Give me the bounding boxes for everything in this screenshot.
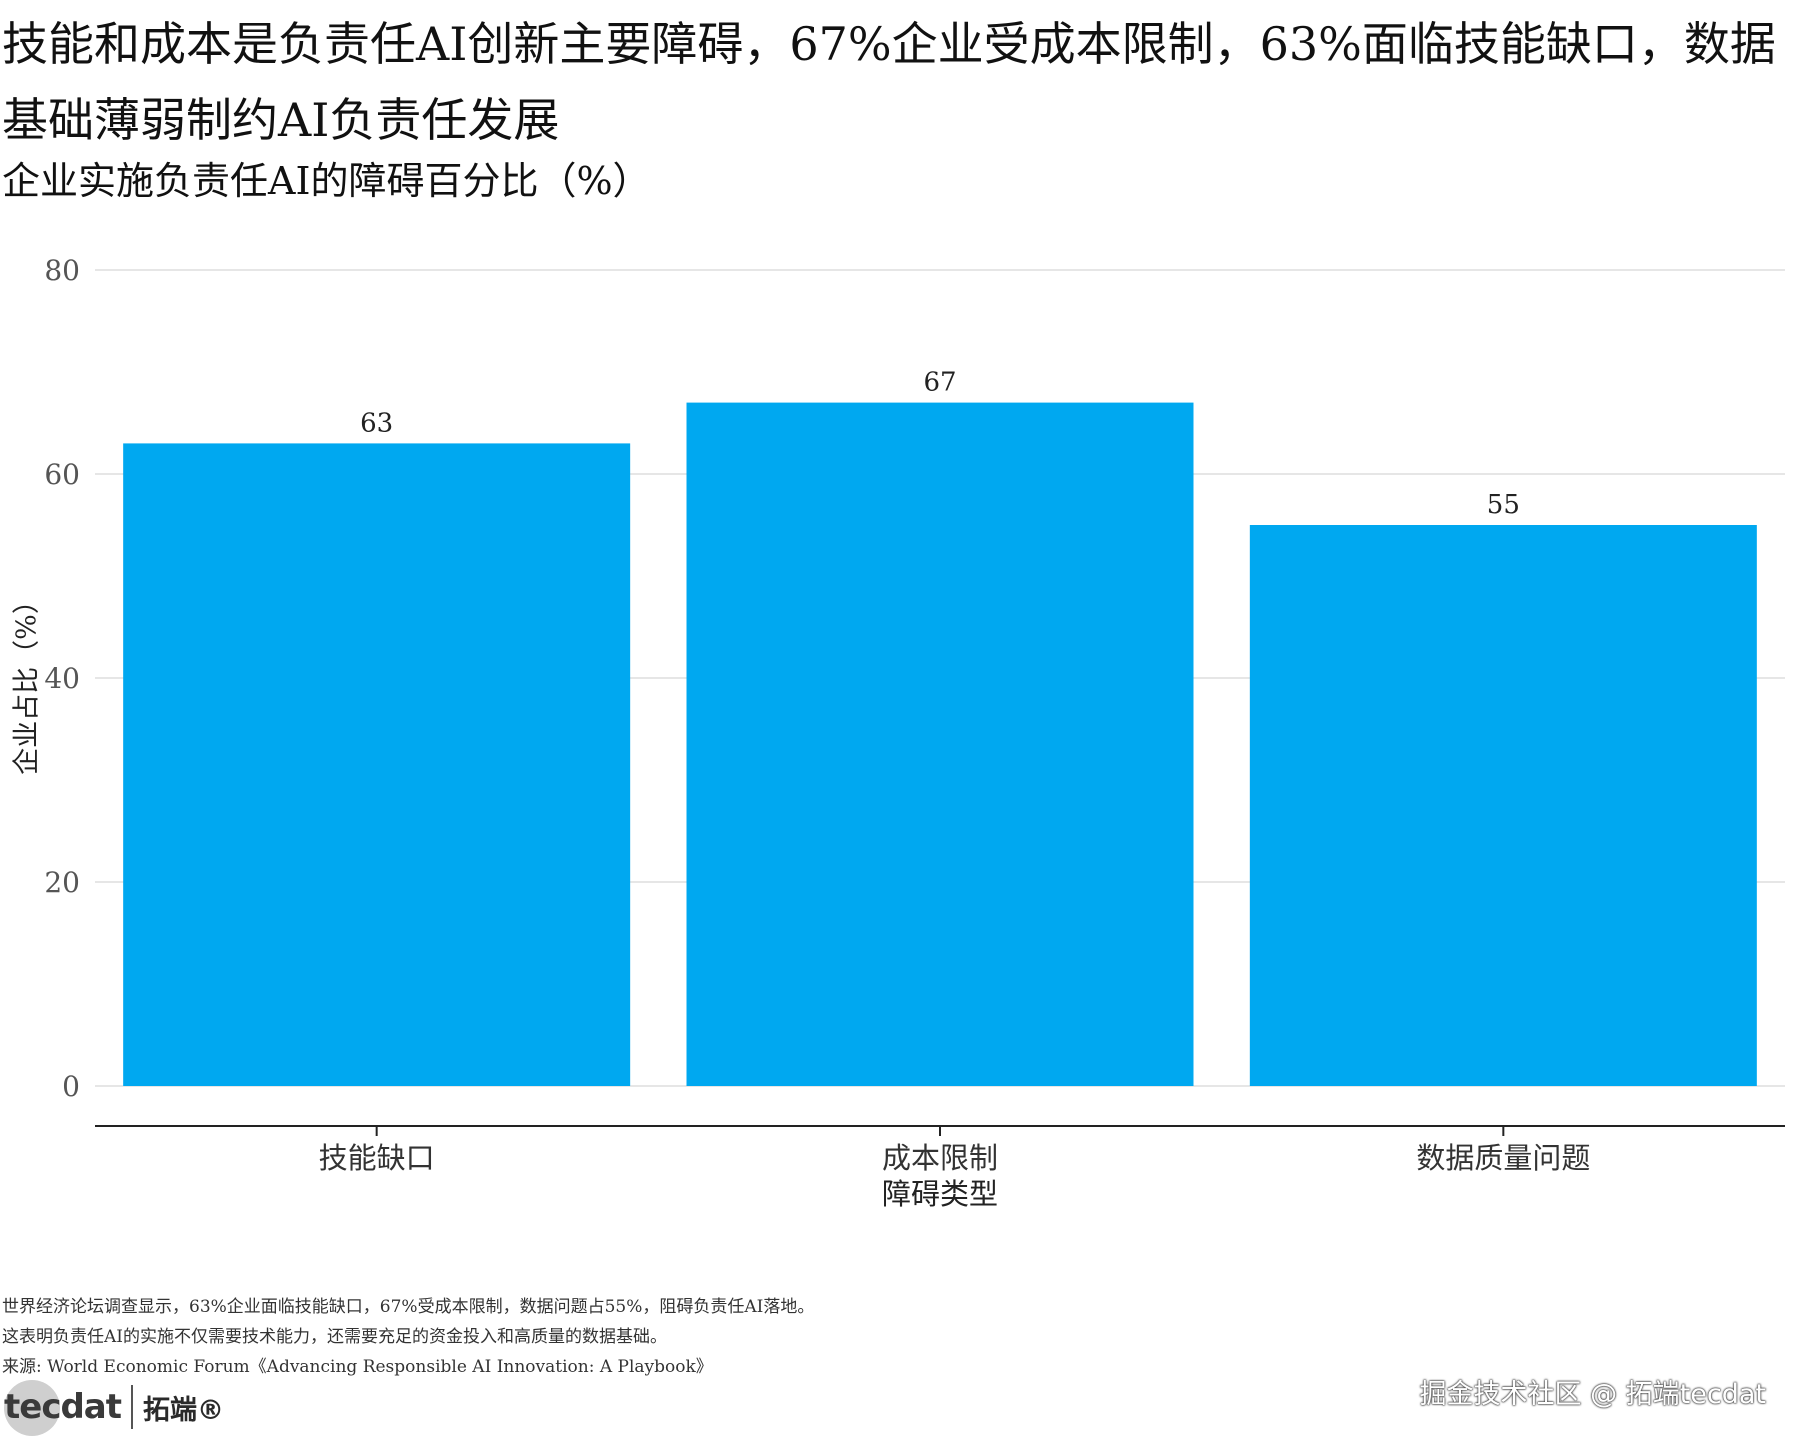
- y-tick-label: 40: [44, 662, 80, 695]
- data-label: 67: [923, 368, 956, 398]
- x-tick-label: 数据质量问题: [1416, 1141, 1590, 1175]
- data-label: 55: [1487, 490, 1520, 520]
- chart-subtitle: 企业实施负责任AI的障碍百分比（%）: [2, 159, 651, 203]
- tecdat-logo: tecdat 拓端®: [4, 1376, 224, 1438]
- chart-title: 技能和成本是负责任AI创新主要障碍，67%企业受成本限制，63%面临技能缺口，数…: [2, 17, 1776, 147]
- logo-divider: [131, 1385, 134, 1429]
- y-tick-label: 0: [62, 1070, 80, 1103]
- y-tick-label: 20: [44, 866, 80, 899]
- bar: [123, 443, 631, 1086]
- watermark: 掘金技术社区 @ 拓端tecdat: [1419, 1379, 1766, 1410]
- y-tick-label: 60: [44, 458, 80, 491]
- bar: [1249, 525, 1757, 1086]
- data-label: 63: [360, 408, 393, 438]
- x-tick-label: 技能缺口: [319, 1141, 435, 1175]
- logo-cn-text: 拓端®: [143, 1394, 225, 1426]
- logo-circle-icon: [4, 1380, 60, 1436]
- logo-text: tecdat: [4, 1387, 122, 1427]
- y-tick-label: 80: [44, 254, 80, 287]
- x-axis-label: 障碍类型: [882, 1177, 998, 1211]
- x-tick-label: 成本限制: [882, 1141, 998, 1175]
- footnotes: 世界经济论坛调查显示，63%企业面临技能缺口，67%受成本限制，数据问题占55%…: [2, 1292, 814, 1382]
- note-line-2: 这表明负责任AI的实施不仅需要技术能力，还需要充足的资金投入和高质量的数据基础。: [2, 1327, 667, 1347]
- note-line-1: 世界经济论坛调查显示，63%企业面临技能缺口，67%受成本限制，数据问题占55%…: [2, 1297, 815, 1317]
- bar: [686, 402, 1194, 1087]
- source-note: 来源: World Economic Forum《Advancing Respo…: [2, 1357, 713, 1377]
